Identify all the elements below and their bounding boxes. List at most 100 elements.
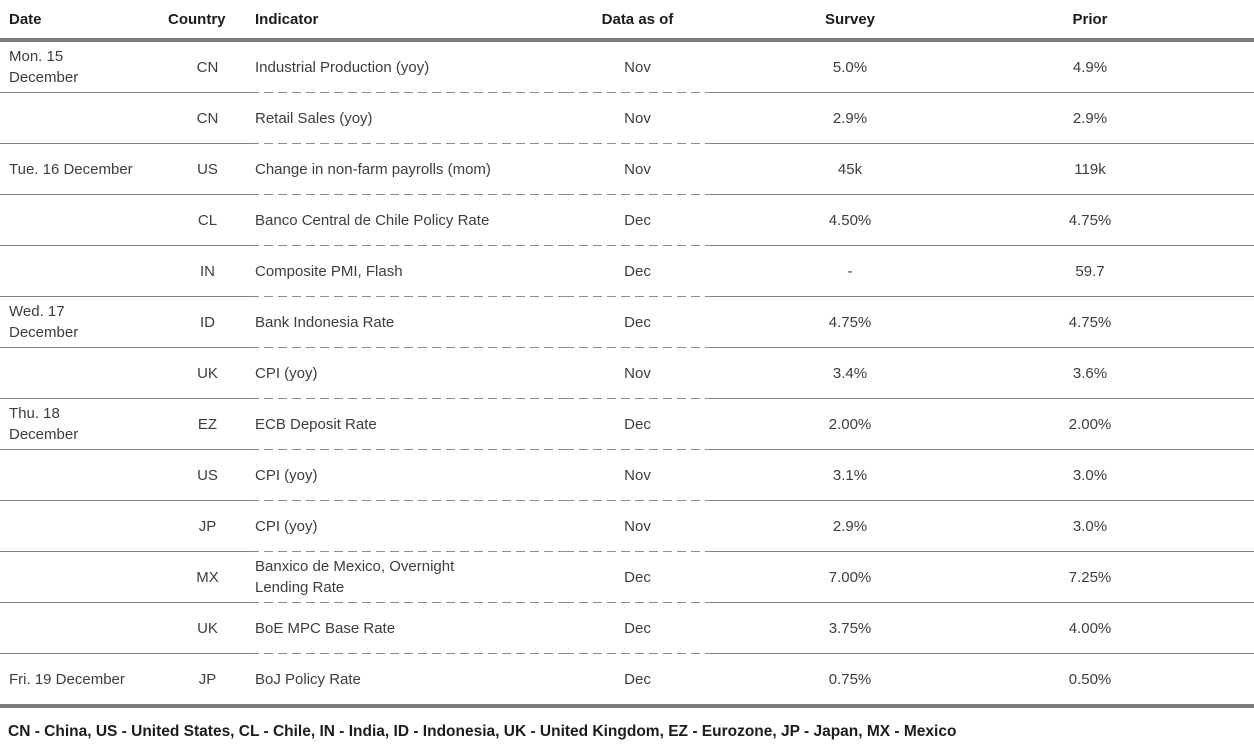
data-as-of-cell: Nov	[565, 450, 710, 501]
column-header-country: Country	[165, 0, 250, 42]
date-cell: Mon. 15 December	[0, 42, 165, 93]
country-cell: JP	[165, 501, 250, 552]
data-as-of-cell: Dec	[565, 195, 710, 246]
survey-cell: -	[710, 246, 990, 297]
data-as-of-cell: Dec	[565, 399, 710, 450]
country-cell: EZ	[165, 399, 250, 450]
prior-cell: 4.75%	[990, 297, 1254, 348]
indicator-cell: Banxico de Mexico, Overnight Lending Rat…	[250, 552, 565, 603]
survey-cell: 7.00%	[710, 552, 990, 603]
date-cell: Tue. 16 December	[0, 144, 165, 195]
prior-cell: 119k	[990, 144, 1254, 195]
survey-cell: 2.00%	[710, 399, 990, 450]
date-cell	[0, 93, 165, 144]
indicator-cell: BoJ Policy Rate	[250, 654, 565, 708]
prior-cell: 3.0%	[990, 450, 1254, 501]
prior-cell: 3.0%	[990, 501, 1254, 552]
table-row: JP CPI (yoy) Nov 2.9% 3.0%	[0, 501, 1254, 552]
data-as-of-cell: Nov	[565, 348, 710, 399]
survey-cell: 2.9%	[710, 93, 990, 144]
table-row: Mon. 15 December CN Industrial Productio…	[0, 42, 1254, 93]
country-cell: CL	[165, 195, 250, 246]
country-cell: JP	[165, 654, 250, 708]
country-cell: CN	[165, 93, 250, 144]
date-cell	[0, 246, 165, 297]
survey-cell: 45k	[710, 144, 990, 195]
indicator-cell: CPI (yoy)	[250, 501, 565, 552]
table-row: MX Banxico de Mexico, Overnight Lending …	[0, 552, 1254, 603]
economic-calendar-table: Date Country Indicator Data as of Survey…	[0, 0, 1254, 708]
indicator-cell: Bank Indonesia Rate	[250, 297, 565, 348]
table-row: US CPI (yoy) Nov 3.1% 3.0%	[0, 450, 1254, 501]
data-as-of-cell: Nov	[565, 144, 710, 195]
country-code-legend: CN - China, US - United States, CL - Chi…	[8, 723, 957, 740]
date-cell	[0, 501, 165, 552]
prior-cell: 7.25%	[990, 552, 1254, 603]
prior-cell: 4.75%	[990, 195, 1254, 246]
prior-cell: 3.6%	[990, 348, 1254, 399]
country-cell: IN	[165, 246, 250, 297]
indicator-cell: Banco Central de Chile Policy Rate	[250, 195, 565, 246]
country-cell: US	[165, 144, 250, 195]
indicator-cell: BoE MPC Base Rate	[250, 603, 565, 654]
prior-cell: 4.00%	[990, 603, 1254, 654]
indicator-cell: Composite PMI, Flash	[250, 246, 565, 297]
table-row: IN Composite PMI, Flash Dec - 59.7	[0, 246, 1254, 297]
table-row: UK CPI (yoy) Nov 3.4% 3.6%	[0, 348, 1254, 399]
prior-cell: 2.9%	[990, 93, 1254, 144]
header-row: Date Country Indicator Data as of Survey…	[0, 0, 1254, 42]
survey-cell: 4.75%	[710, 297, 990, 348]
indicator-cell: Change in non-farm payrolls (mom)	[250, 144, 565, 195]
indicator-cell: ECB Deposit Rate	[250, 399, 565, 450]
survey-cell: 3.75%	[710, 603, 990, 654]
country-cell: ID	[165, 297, 250, 348]
column-header-prior: Prior	[990, 0, 1254, 42]
table-body: Mon. 15 December CN Industrial Productio…	[0, 42, 1254, 708]
date-cell	[0, 348, 165, 399]
date-cell: Thu. 18 December	[0, 399, 165, 450]
country-cell: UK	[165, 603, 250, 654]
table-row: Wed. 17 December ID Bank Indonesia Rate …	[0, 297, 1254, 348]
prior-cell: 0.50%	[990, 654, 1254, 708]
table-row: Thu. 18 December EZ ECB Deposit Rate Dec…	[0, 399, 1254, 450]
survey-cell: 3.4%	[710, 348, 990, 399]
indicator-cell: Retail Sales (yoy)	[250, 93, 565, 144]
survey-cell: 2.9%	[710, 501, 990, 552]
indicator-cell: CPI (yoy)	[250, 450, 565, 501]
column-header-data-as-of: Data as of	[565, 0, 710, 42]
survey-cell: 0.75%	[710, 654, 990, 708]
prior-cell: 4.9%	[990, 42, 1254, 93]
prior-cell: 2.00%	[990, 399, 1254, 450]
data-as-of-cell: Dec	[565, 654, 710, 708]
data-as-of-cell: Nov	[565, 42, 710, 93]
column-header-date: Date	[0, 0, 165, 42]
date-cell	[0, 450, 165, 501]
survey-cell: 3.1%	[710, 450, 990, 501]
survey-cell: 4.50%	[710, 195, 990, 246]
column-header-survey: Survey	[710, 0, 990, 42]
date-cell: Fri. 19 December	[0, 654, 165, 708]
country-cell: US	[165, 450, 250, 501]
table-row: Fri. 19 December JP BoJ Policy Rate Dec …	[0, 654, 1254, 708]
indicator-cell: Industrial Production (yoy)	[250, 42, 565, 93]
data-as-of-cell: Nov	[565, 93, 710, 144]
table-row: CN Retail Sales (yoy) Nov 2.9% 2.9%	[0, 93, 1254, 144]
data-as-of-cell: Dec	[565, 297, 710, 348]
data-as-of-cell: Dec	[565, 246, 710, 297]
data-as-of-cell: Nov	[565, 501, 710, 552]
country-cell: MX	[165, 552, 250, 603]
country-cell: UK	[165, 348, 250, 399]
date-cell	[0, 552, 165, 603]
indicator-cell: CPI (yoy)	[250, 348, 565, 399]
country-cell: CN	[165, 42, 250, 93]
table-row: Tue. 16 December US Change in non-farm p…	[0, 144, 1254, 195]
survey-cell: 5.0%	[710, 42, 990, 93]
prior-cell: 59.7	[990, 246, 1254, 297]
date-cell: Wed. 17 December	[0, 297, 165, 348]
date-cell	[0, 603, 165, 654]
data-as-of-cell: Dec	[565, 603, 710, 654]
data-as-of-cell: Dec	[565, 552, 710, 603]
table-row: CL Banco Central de Chile Policy Rate De…	[0, 195, 1254, 246]
table-header: Date Country Indicator Data as of Survey…	[0, 0, 1254, 42]
column-header-indicator: Indicator	[250, 0, 565, 42]
